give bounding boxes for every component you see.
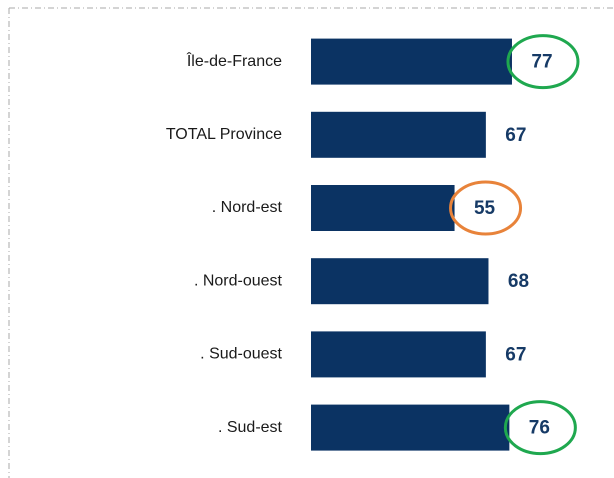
highlight-circle bbox=[449, 180, 523, 236]
bar bbox=[311, 38, 512, 85]
value-label: 55 bbox=[474, 198, 496, 219]
value-label: 67 bbox=[505, 125, 526, 146]
bar bbox=[311, 185, 455, 231]
value-label: 76 bbox=[529, 418, 550, 439]
category-label: . Sud-ouest bbox=[200, 346, 282, 363]
bar bbox=[311, 331, 486, 378]
category-label: . Nord-ouest bbox=[194, 272, 283, 289]
category-label: TOTAL Province bbox=[166, 126, 282, 143]
bar bbox=[311, 111, 486, 158]
value-label: 67 bbox=[505, 344, 526, 365]
value-label: 68 bbox=[508, 271, 529, 292]
category-label: Île-de-France bbox=[186, 51, 282, 70]
category-label: . Nord-est bbox=[212, 199, 283, 216]
highlight-circle bbox=[503, 400, 577, 456]
bar bbox=[311, 258, 489, 305]
category-label: . Sud-est bbox=[218, 419, 283, 436]
bar bbox=[311, 404, 510, 451]
highlight-circle bbox=[506, 34, 580, 90]
value-label: 77 bbox=[531, 52, 552, 73]
